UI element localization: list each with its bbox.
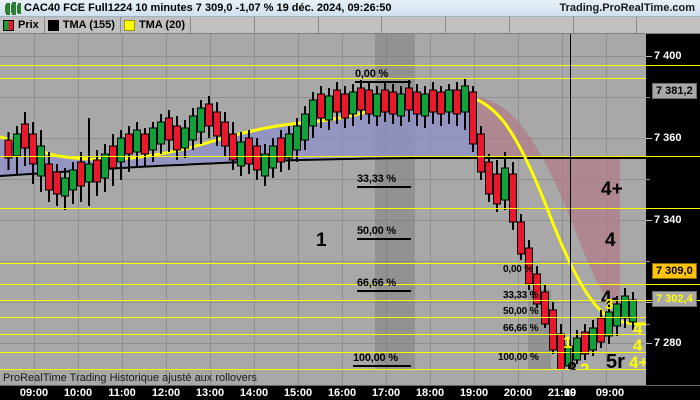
fib-main-label-50: 50,00 % [357, 225, 396, 237]
annotation-1-yellow: 1 [563, 333, 573, 352]
time-label-12: 21:00 [547, 387, 577, 399]
time-label-5: 14:00 [239, 387, 269, 399]
annotation-1: 1 [316, 230, 327, 251]
bear-cloud-area [478, 97, 620, 318]
candlestick-icon [2, 1, 22, 16]
annotation-3-black: 3 [567, 359, 578, 370]
level-line-7320 [0, 263, 646, 264]
annotation-2-yellow: 2 [580, 360, 590, 370]
annotation-4plus-yellow: 4+ [629, 353, 646, 370]
time-label-9: 18:00 [415, 387, 445, 399]
level-line-7302 [0, 300, 646, 301]
time-label-11: 20:00 [503, 387, 533, 399]
annotation-4-plus: 4+ [601, 179, 623, 200]
time-label-10: 19:00 [459, 387, 489, 399]
level-line-7400 [0, 65, 646, 66]
price-candle-icon [3, 19, 14, 31]
tma155-value-badge: 7 381,2 [652, 83, 697, 99]
legend-label-tma20: TMA (20) [138, 19, 185, 31]
legend-item-tma155[interactable]: TMA (155) [45, 17, 121, 33]
annotation-4-minus: 4- [601, 288, 618, 309]
fib-second-label-66: 66,66 % [503, 323, 539, 334]
time-label-14: 09:00 [595, 387, 625, 399]
status-bar-pad [646, 370, 700, 385]
tma20-swatch-icon [123, 19, 135, 31]
level-line-7386 [0, 78, 646, 79]
fib-second-label-33: 33,33 % [503, 290, 539, 301]
fib-main-label-100: 100,00 % [353, 352, 398, 364]
legend-label-tma155: TMA (155) [62, 19, 115, 31]
time-label-2: 11:00 [108, 387, 136, 399]
annotation-4-yellow-top: 4 [633, 319, 643, 338]
price-axis-label-7360: 7 360 [654, 132, 682, 144]
time-label-4: 13:00 [195, 387, 225, 399]
status-bar: ProRealTime Trading Historique ajusté au… [0, 370, 646, 385]
fib-main-label-0: 0,00 % [355, 68, 389, 80]
level-line-7340 [0, 208, 646, 209]
fib-main-label-33: 33,33 % [357, 173, 396, 185]
legend-label-prix: Prix [18, 19, 39, 31]
annotation-4: 4 [605, 230, 616, 251]
legend-item-prix[interactable]: Prix [0, 17, 45, 33]
level-line-7282 [0, 352, 646, 353]
annotation-4-yellow-mid: 4 [633, 336, 643, 355]
legend-empty-cells [191, 17, 700, 33]
indicator-legend-bar: Prix TMA (155) TMA (20) [0, 17, 700, 34]
price-axis[interactable]: 7 400 7 360 7 340 7 320 7 280 7 381,2 7 … [646, 34, 700, 370]
fib-main-label-66: 66,66 % [357, 277, 396, 289]
price-axis-label-7280: 7 280 [654, 337, 682, 349]
fib-second-label-0: 0,00 % [503, 264, 533, 275]
annotation-5r: 5r [606, 351, 625, 370]
annotation-3-yellow: 3 [605, 296, 614, 313]
fib-second-label-50: 50,00 % [503, 306, 539, 317]
level-line-7288 [0, 334, 646, 335]
fib-second-label-100: 100,00 % [498, 352, 539, 363]
time-label-0: 09:00 [19, 387, 49, 399]
level-line-7309 [0, 284, 646, 285]
chart-title: CAC40 FCE Full1224 10 minutes 7 309,0 -1… [24, 2, 392, 14]
cursor-vertical-line [570, 34, 571, 370]
time-label-3: 12:00 [151, 387, 181, 399]
last-price-badge[interactable]: 7 309,0 [652, 263, 697, 279]
level-line-7360 [0, 156, 646, 157]
time-label-7: 16:00 [327, 387, 357, 399]
level-line-7295 [0, 317, 646, 318]
brand-label: Trading.ProRealTime.com [559, 2, 695, 14]
level-line-7276 [0, 369, 646, 370]
time-label-6: 15:00 [283, 387, 313, 399]
candlestick-series [4, 78, 637, 370]
status-text: ProRealTime Trading Historique ajusté au… [3, 371, 257, 384]
price-axis-label-7340: 7 340 [654, 214, 682, 226]
tma20-value-badge: 7 302,4 [652, 291, 697, 307]
price-plot-area[interactable]: 0,00 % 33,33 % 50,00 % 66,66 % 100,00 % … [0, 34, 646, 370]
price-axis-label-7400: 7 400 [654, 50, 682, 62]
time-label-1: 10:00 [63, 387, 93, 399]
chart-canvas [0, 78, 646, 370]
time-axis[interactable]: 09:00 10:00 11:00 12:00 13:00 14:00 15:0… [0, 385, 700, 400]
time-label-13: 19 [563, 387, 577, 399]
title-bar: CAC40 FCE Full1224 10 minutes 7 309,0 -1… [0, 0, 700, 17]
time-label-8: 17:00 [371, 387, 401, 399]
legend-item-tma20[interactable]: TMA (20) [121, 17, 191, 33]
tma155-swatch-icon [47, 19, 59, 31]
